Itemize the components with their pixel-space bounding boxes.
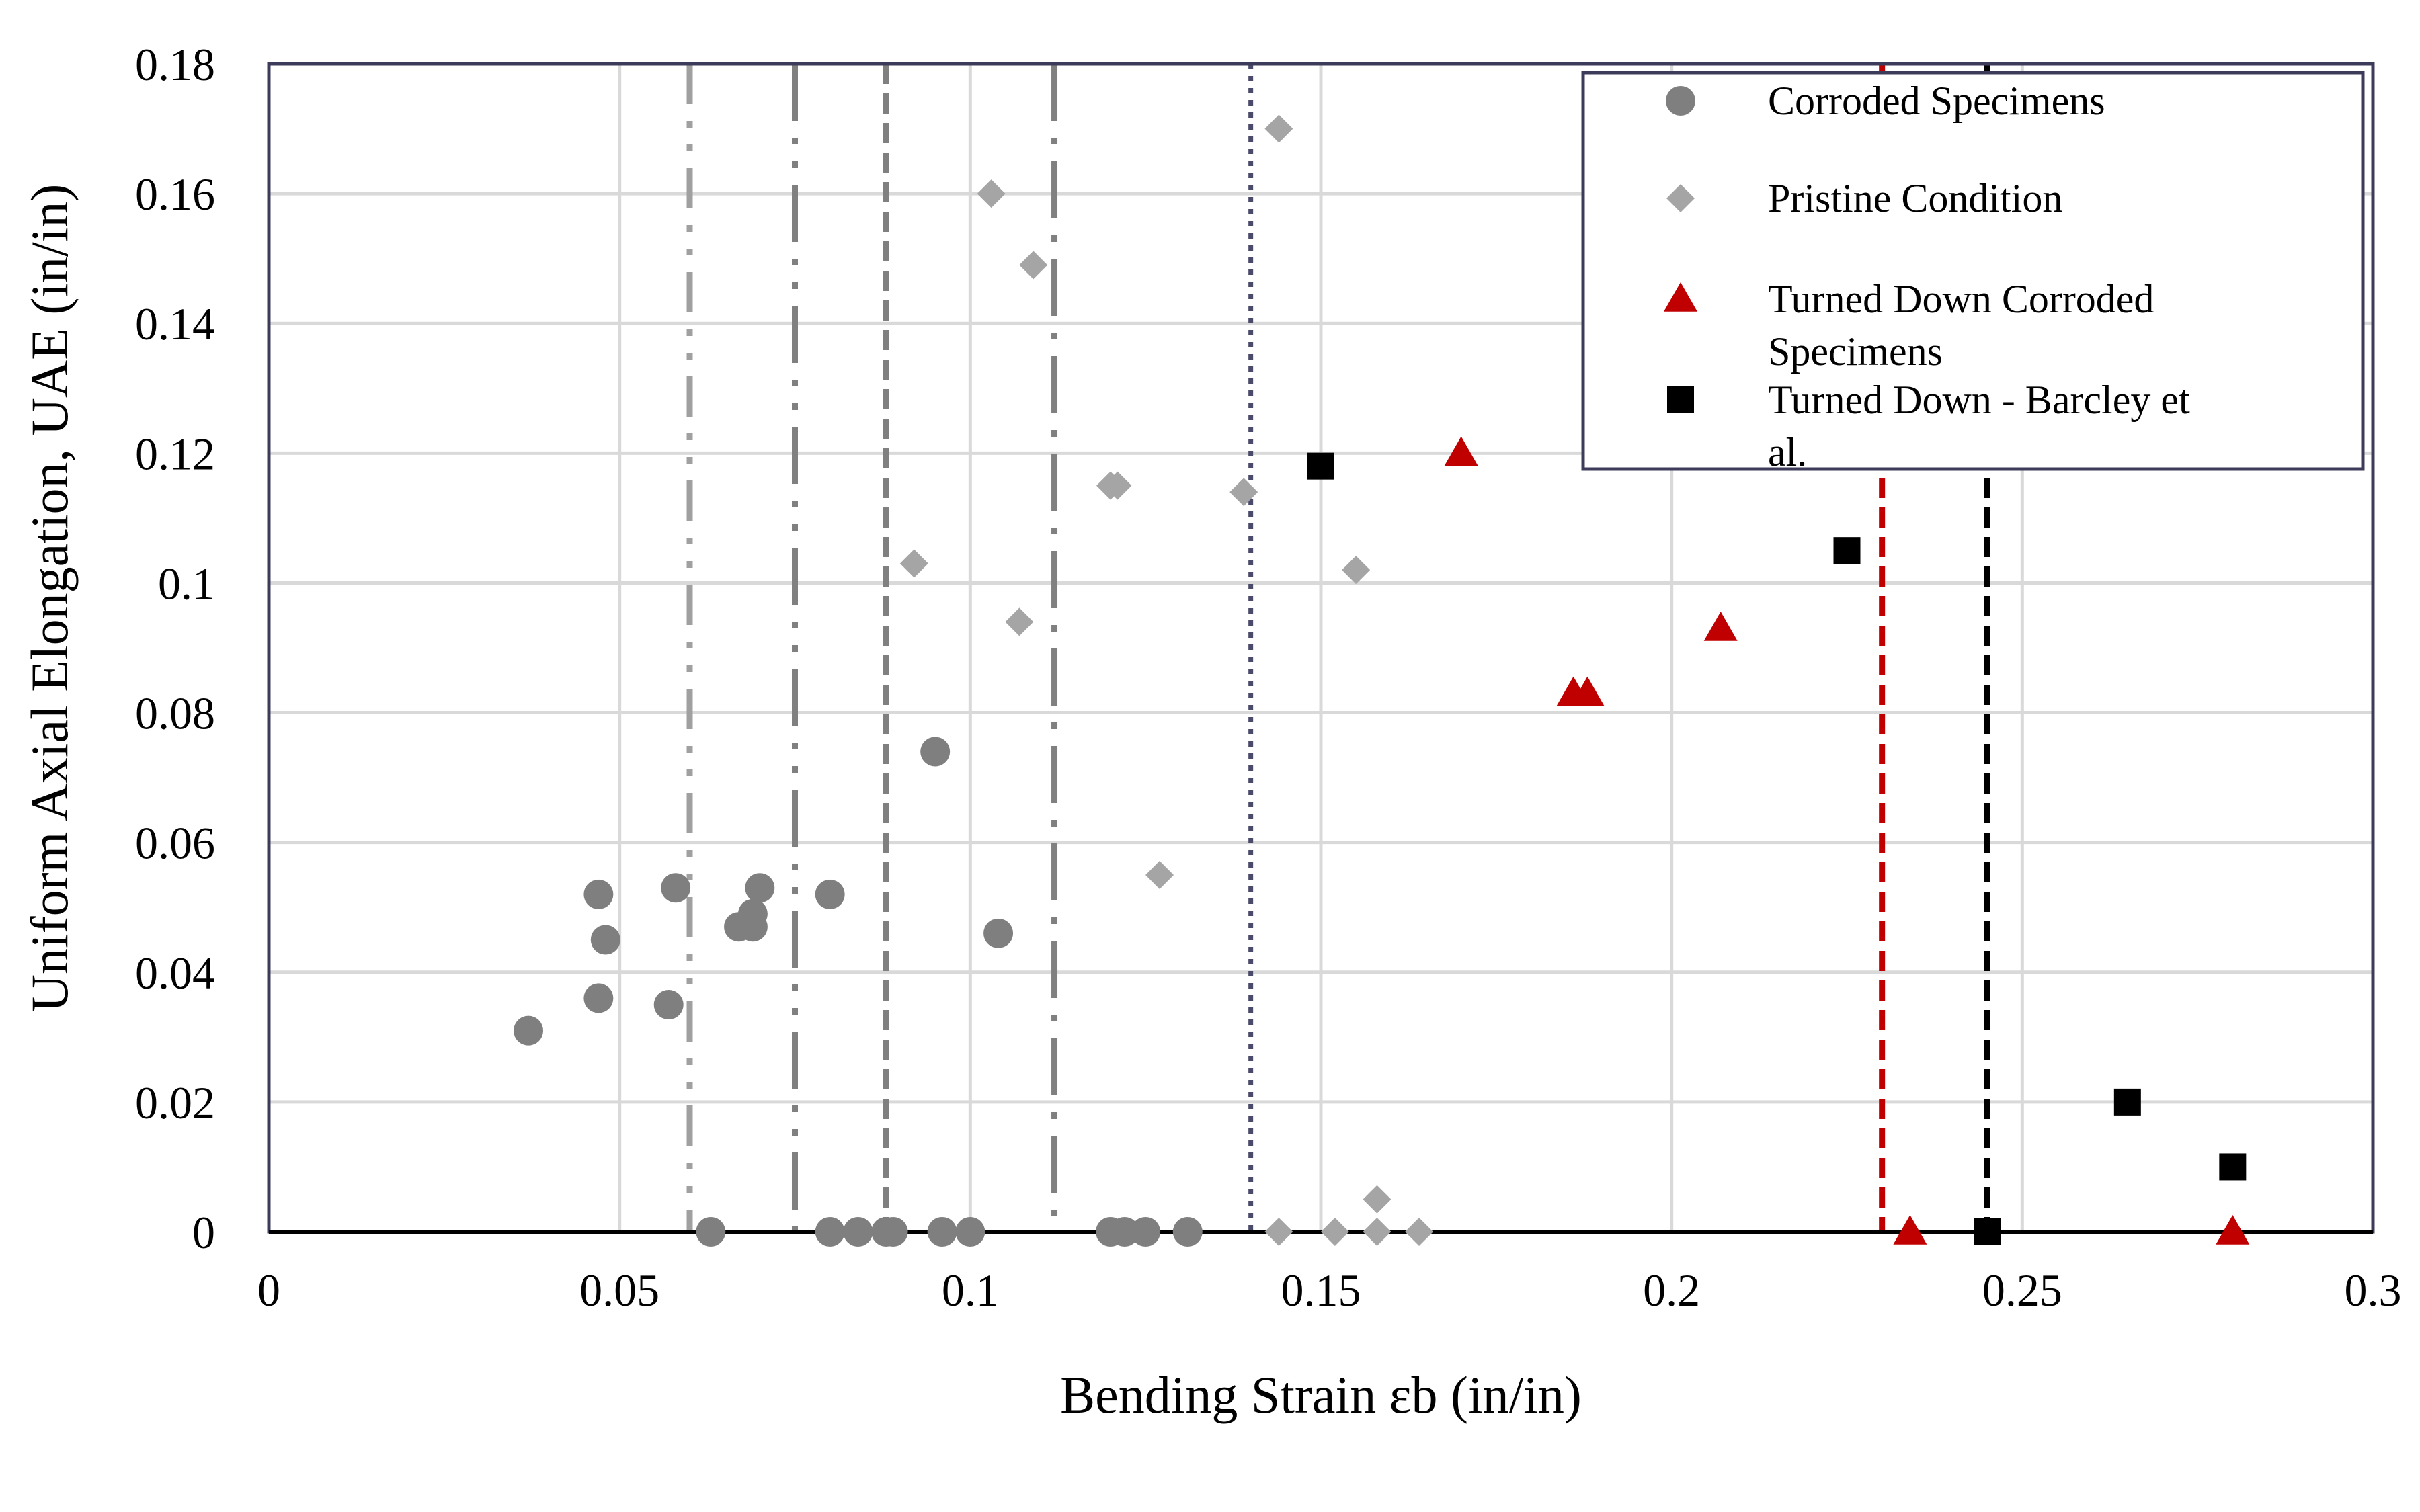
data-point <box>920 737 951 767</box>
data-point <box>1444 436 1478 466</box>
data-point <box>1320 1218 1349 1246</box>
data-point <box>1363 1218 1392 1246</box>
y-tick-label: 0.08 <box>135 688 215 739</box>
data-point <box>737 912 768 942</box>
y-tick-label: 0.12 <box>135 428 215 479</box>
legend-marker <box>1667 386 1694 413</box>
legend-box <box>1581 71 2365 471</box>
data-point <box>583 983 614 1013</box>
data-point <box>2216 1215 2250 1245</box>
legend-label: Pristine Condition <box>1768 176 2062 220</box>
data-point <box>1405 1218 1434 1246</box>
data-point <box>1131 1217 1161 1247</box>
data-point <box>983 918 1014 948</box>
data-point <box>1264 1218 1293 1246</box>
x-tick-label: 0.3 <box>2345 1265 2402 1316</box>
data-point <box>2219 1153 2247 1181</box>
data-point <box>815 879 845 909</box>
data-point <box>696 1217 726 1247</box>
data-point <box>927 1217 957 1247</box>
y-tick-label: 0.16 <box>135 169 215 220</box>
legend-marker <box>1666 86 1695 116</box>
x-tick-label: 0.2 <box>1643 1265 1700 1316</box>
data-point <box>977 179 1006 208</box>
data-point <box>1974 1218 2001 1245</box>
data-point <box>1005 607 1034 636</box>
data-point <box>1109 1217 1139 1247</box>
data-point <box>745 873 775 903</box>
data-point <box>955 1217 985 1247</box>
legend: Corroded Specimens Pristine Condition Turn… <box>1581 71 2365 474</box>
y-tick-label: 0.02 <box>135 1077 215 1128</box>
x-tick-label: 0.25 <box>1982 1265 2062 1316</box>
x-tick-label: 0.05 <box>579 1265 659 1316</box>
legend-marker <box>1666 184 1695 212</box>
x-tick-label: 0.15 <box>1281 1265 1361 1316</box>
data-point <box>1264 114 1293 143</box>
data-point <box>1833 537 1861 564</box>
data-point <box>2113 1088 2141 1116</box>
x-tick-label: 0 <box>257 1265 280 1316</box>
y-tick-label: 0.1 <box>158 558 215 609</box>
data-point <box>843 1217 873 1247</box>
data-point <box>514 1015 544 1046</box>
data-point <box>1893 1215 1927 1245</box>
data-point <box>1172 1217 1203 1247</box>
data-point <box>661 873 691 903</box>
x-tick-label: 0.1 <box>942 1265 999 1316</box>
data-point <box>1145 860 1174 889</box>
legend-label: Turned Down Corroded Specimens <box>1768 277 2154 374</box>
y-tick-label: 0.18 <box>135 39 215 90</box>
data-point <box>1019 251 1048 280</box>
data-point <box>1229 478 1258 507</box>
y-tick-label: 0.14 <box>135 298 215 349</box>
data-point <box>1703 612 1738 641</box>
data-point <box>653 990 684 1020</box>
data-point <box>583 879 614 909</box>
y-tick-label: 0.04 <box>135 948 215 999</box>
x-axis-title: Bending Strain εb (in/in) <box>1060 1366 1582 1424</box>
data-point <box>1103 471 1132 500</box>
y-axis-title: Uniform Axial Elongation, UAE (in/in) <box>20 184 79 1013</box>
data-point <box>1307 452 1334 480</box>
data-point <box>878 1217 908 1247</box>
data-points <box>514 114 2250 1247</box>
legend-marker <box>1664 282 1697 312</box>
data-point <box>1363 1185 1392 1214</box>
legend-label: Turned Down - Barcley et al. <box>1768 378 2190 474</box>
legend-label: Corroded Specimens <box>1768 79 2105 123</box>
data-point <box>590 925 620 955</box>
data-point <box>815 1217 845 1247</box>
y-tick-label: 0 <box>192 1207 215 1258</box>
data-point <box>1342 556 1371 585</box>
data-point <box>1570 676 1605 706</box>
data-point <box>899 549 928 578</box>
y-tick-label: 0.06 <box>135 818 215 869</box>
